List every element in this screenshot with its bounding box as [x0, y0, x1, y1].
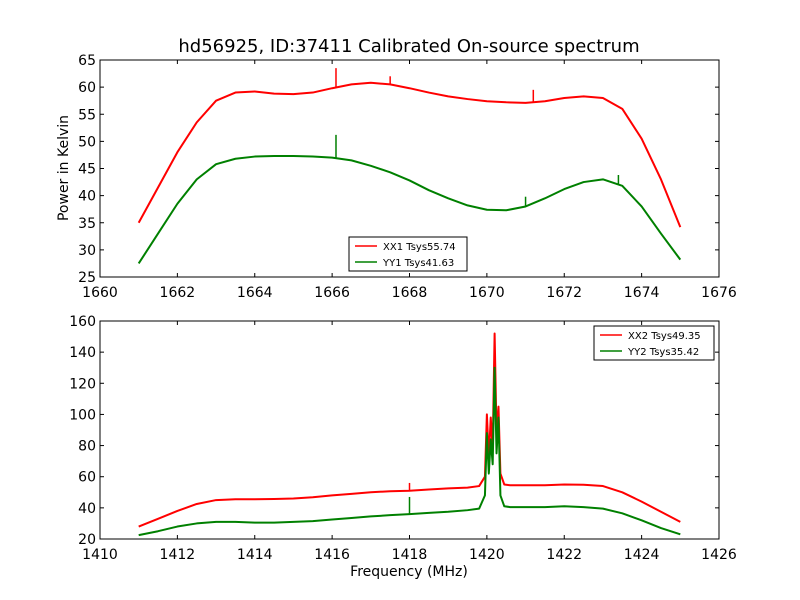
x-tick-label: 1424 [624, 547, 660, 563]
legend-label: XX1 Tsys55.74 [383, 242, 456, 253]
y-tick-label: 60 [78, 470, 96, 486]
x-tick-label: 1666 [314, 285, 350, 301]
y-tick-label: 35 [78, 216, 96, 232]
y-tick-label: 160 [69, 314, 96, 330]
x-tick-label: 1426 [701, 547, 737, 563]
x-tick-label: 1418 [392, 547, 428, 563]
x-tick-label: 1414 [237, 547, 273, 563]
y-tick-label: 40 [78, 189, 96, 205]
legend-label: YY1 Tsys41.63 [382, 258, 454, 269]
y-tick-label: 30 [78, 243, 96, 259]
series-line-yy1 [137, 155, 682, 264]
y-axis-label: Power in Kelvin [56, 115, 72, 221]
x-tick-label: 1676 [701, 285, 737, 301]
y-tick-label: 80 [78, 439, 96, 455]
x-tick-label: 1422 [546, 547, 582, 563]
legend: XX2 Tsys49.35 YY2 Tsys35.42 [593, 325, 715, 361]
y-tick-label: 120 [69, 376, 96, 392]
x-tick-label: 1668 [392, 285, 428, 301]
y-tick-label: 140 [69, 345, 96, 361]
x-tick-label: 1674 [624, 285, 660, 301]
x-tick-label: 1664 [237, 285, 273, 301]
x-tick-label: 1410 [82, 547, 118, 563]
series-line-yy2 [138, 366, 681, 537]
legend-box [593, 325, 715, 361]
y-tick-label: 65 [78, 53, 96, 69]
legend-label: YY2 Tsys35.42 [627, 347, 699, 358]
y-tick-label: 100 [69, 407, 96, 423]
top-panel: 1660 1662 1664 1666 1668 1670 1672 1674 1676 25 30… [78, 53, 737, 301]
x-tick-label: 1660 [82, 285, 118, 301]
y-tick-label: 40 [78, 501, 96, 517]
y-tick-label: 45 [78, 162, 96, 178]
x-tick-label: 1412 [160, 547, 196, 563]
chart-title: hd56925, ID:37411 Calibrated On-source s… [178, 36, 639, 57]
y-tick-label: 60 [78, 80, 96, 96]
legend: XX1 Tsys55.74 YY1 Tsys41.63 [348, 236, 468, 272]
x-axis-label: Frequency (MHz) [350, 564, 468, 580]
x-tick-label: 1416 [314, 547, 350, 563]
series-line-xx1 [137, 81, 682, 228]
y-tick-label: 55 [78, 107, 96, 123]
y-tick-label: 25 [78, 270, 96, 286]
x-tick-label: 1672 [546, 285, 582, 301]
x-tick-label: 1670 [469, 285, 505, 301]
y-tick-label: 20 [78, 532, 96, 548]
bottom-panel: 1410 1412 1414 1416 1418 1420 1422 1424 1426 20 40… [69, 314, 737, 563]
legend-box [348, 236, 468, 272]
x-tick-label: 1662 [160, 285, 196, 301]
x-tick-label: 1420 [469, 547, 505, 563]
y-tick-label: 50 [78, 134, 96, 150]
legend-label: XX2 Tsys49.35 [628, 331, 701, 342]
